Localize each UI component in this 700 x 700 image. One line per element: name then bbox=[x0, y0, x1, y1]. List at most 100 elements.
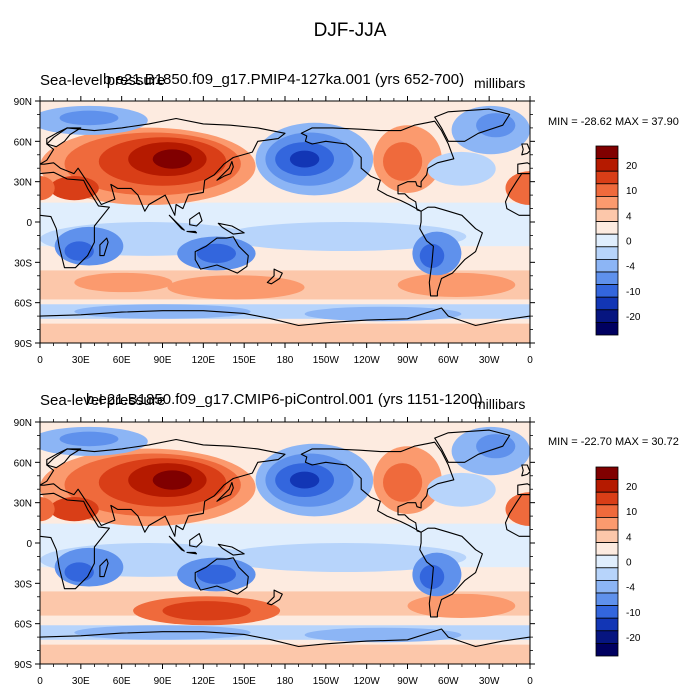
lon-tick-label: 90W bbox=[397, 355, 418, 366]
lat-tick-label: 60N bbox=[14, 137, 32, 148]
coastline bbox=[194, 557, 249, 595]
colorbar-swatch bbox=[595, 195, 619, 210]
field-blob bbox=[162, 601, 251, 621]
field-blob bbox=[152, 149, 192, 169]
colorbar-swatch bbox=[595, 221, 619, 235]
lon-tick-label: 90W bbox=[397, 676, 418, 687]
lon-tick-label: 60W bbox=[438, 676, 459, 687]
coastline bbox=[521, 464, 530, 477]
coastlines bbox=[40, 108, 530, 343]
panel-2-case-title: b.e21.B1850.f09_g17.CMIP6-piControl.001 … bbox=[86, 391, 483, 408]
coastline bbox=[40, 492, 110, 590]
lon-tick-label: 180 bbox=[277, 676, 294, 687]
lon-tick-label: 0 bbox=[37, 355, 43, 366]
panel-2-title: Sea-level pressure bbox=[40, 392, 166, 409]
colorbar-swatch bbox=[595, 630, 619, 644]
coastline bbox=[40, 438, 286, 537]
field-blob bbox=[49, 176, 99, 201]
panel-2-units: millibars bbox=[474, 396, 526, 412]
field-blob bbox=[407, 593, 516, 619]
coastline bbox=[504, 494, 530, 537]
lon-tick-label: 90E bbox=[154, 355, 172, 366]
lat-tick-label: 0 bbox=[26, 218, 32, 229]
lon-tick-label: 150E bbox=[232, 676, 256, 687]
slp-field bbox=[40, 422, 530, 664]
coastline bbox=[419, 527, 483, 618]
lat-tick-label: 60S bbox=[14, 620, 32, 631]
polar-band bbox=[40, 644, 530, 664]
map-panel-graphics-2: 90N 60N 30N 0 30S 60S 90S 0 30E 60E 90E 120E 150E 180… bbox=[14, 417, 641, 687]
lat-tick-label: 90N bbox=[14, 97, 32, 108]
lat-tick-label: 0 bbox=[26, 539, 32, 550]
lon-tick-label: 180 bbox=[277, 355, 294, 366]
colorbar-swatch bbox=[595, 466, 619, 481]
colorbar-label: -20 bbox=[626, 312, 641, 323]
main-title: DJF-JJA bbox=[313, 20, 387, 41]
lon-tick-label: 150W bbox=[313, 676, 340, 687]
lon-tick-label: 120W bbox=[354, 676, 381, 687]
field-blob bbox=[383, 463, 423, 502]
colorbar-swatch bbox=[595, 592, 619, 607]
lon-tick-label: 0 bbox=[527, 355, 533, 366]
field-blob bbox=[383, 142, 423, 181]
field-blob bbox=[304, 627, 462, 643]
field-blob bbox=[196, 243, 236, 264]
field-blob bbox=[304, 306, 462, 322]
coastline bbox=[216, 160, 234, 181]
colorbar-swatch bbox=[595, 158, 619, 172]
coastline bbox=[186, 551, 198, 555]
field-blob bbox=[505, 171, 530, 206]
lat-tick-label: 60S bbox=[14, 299, 32, 310]
colorbar-swatch bbox=[595, 554, 619, 569]
field-blob bbox=[289, 471, 320, 489]
field-blob bbox=[221, 222, 467, 252]
field-blob bbox=[167, 275, 305, 300]
coastline bbox=[189, 212, 203, 227]
lon-tick-label: 120W bbox=[354, 355, 381, 366]
field-blob bbox=[397, 272, 516, 298]
colorbar-label: 10 bbox=[626, 507, 638, 518]
coastline bbox=[168, 214, 185, 231]
coastline bbox=[434, 108, 511, 142]
lon-tick-label: 30E bbox=[72, 355, 90, 366]
coastline bbox=[517, 483, 530, 496]
colorbar-swatch bbox=[595, 145, 619, 160]
lon-tick-label: 90E bbox=[154, 676, 172, 687]
field-blob bbox=[476, 434, 516, 459]
lon-tick-label: 150E bbox=[232, 355, 256, 366]
colorbar-label: 4 bbox=[626, 532, 632, 543]
colorbar-swatch bbox=[595, 542, 619, 556]
colorbar-label: 0 bbox=[626, 237, 632, 248]
coastline bbox=[99, 558, 109, 578]
colorbar-swatch bbox=[595, 643, 619, 657]
colorbar-label: -10 bbox=[626, 287, 641, 298]
coastline bbox=[266, 589, 283, 606]
colorbar-label: 20 bbox=[626, 482, 638, 493]
slp-field bbox=[40, 101, 530, 343]
coastline bbox=[40, 171, 110, 269]
field-blob bbox=[74, 625, 251, 640]
field-blob bbox=[74, 304, 251, 319]
coastline bbox=[40, 628, 530, 664]
colorbar-swatch bbox=[595, 504, 619, 518]
colorbar-label: -4 bbox=[626, 262, 635, 273]
colorbar-swatch bbox=[595, 321, 619, 336]
coastline bbox=[300, 441, 455, 533]
colorbar-swatch bbox=[595, 605, 619, 619]
coastline bbox=[217, 543, 245, 556]
field-blob bbox=[289, 150, 320, 168]
map-panel-graphics-1: 90N 60N 30N 0 30S 60S 90S 0 30E 60E 90E 120E 150E 180… bbox=[14, 96, 641, 366]
colorbar-swatch bbox=[595, 517, 619, 531]
lon-tick-label: 0 bbox=[527, 676, 533, 687]
coastline bbox=[434, 429, 511, 463]
field-blob bbox=[59, 110, 119, 126]
colorbar-label: 20 bbox=[626, 161, 638, 172]
lon-tick-label: 30E bbox=[72, 676, 90, 687]
field-blob bbox=[40, 497, 55, 522]
field-blob bbox=[221, 543, 467, 573]
coastline bbox=[189, 533, 203, 548]
lat-tick-label: 60N bbox=[14, 458, 32, 469]
colorbar-swatch bbox=[595, 529, 619, 544]
field-blob bbox=[427, 472, 496, 507]
lon-tick-label: 30W bbox=[479, 355, 500, 366]
